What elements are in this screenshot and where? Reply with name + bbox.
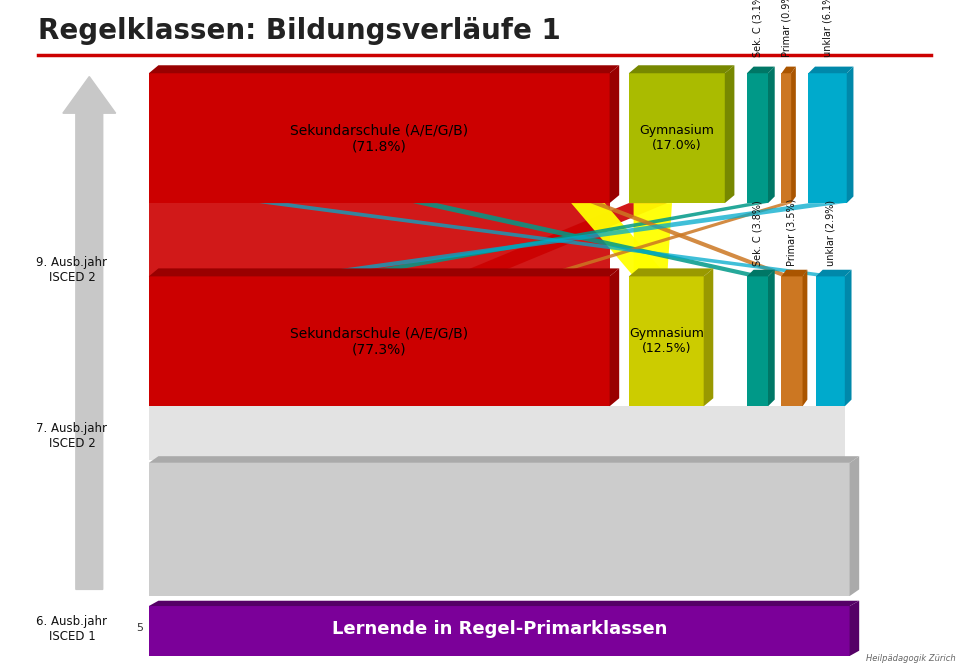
- Polygon shape: [288, 203, 845, 276]
- Polygon shape: [808, 67, 853, 73]
- Polygon shape: [781, 67, 796, 73]
- Polygon shape: [336, 203, 767, 276]
- Polygon shape: [259, 203, 844, 276]
- Bar: [781, 276, 803, 406]
- Bar: [629, 73, 725, 203]
- Text: Lernende in Regel-Primarklassen: Lernende in Regel-Primarklassen: [331, 620, 667, 638]
- Polygon shape: [845, 270, 852, 406]
- Text: 7. Ausb.jahr
ISCED 2: 7. Ausb.jahr ISCED 2: [36, 422, 108, 450]
- Polygon shape: [629, 65, 734, 73]
- Polygon shape: [704, 268, 713, 406]
- Text: unklar (2.9%): unklar (2.9%): [826, 200, 835, 266]
- Bar: [149, 463, 850, 596]
- Polygon shape: [747, 67, 775, 73]
- Text: 6. Ausb.jahr
ISCED 1: 6. Ausb.jahr ISCED 1: [36, 615, 108, 643]
- Polygon shape: [571, 203, 667, 276]
- Polygon shape: [747, 270, 775, 276]
- Polygon shape: [149, 456, 859, 463]
- Bar: [149, 276, 610, 406]
- Polygon shape: [629, 268, 713, 276]
- Polygon shape: [634, 203, 672, 276]
- Polygon shape: [781, 270, 807, 276]
- Bar: [149, 73, 610, 203]
- Polygon shape: [590, 203, 793, 276]
- Polygon shape: [149, 268, 619, 276]
- Polygon shape: [149, 203, 610, 276]
- Polygon shape: [725, 65, 734, 203]
- Polygon shape: [610, 268, 619, 406]
- Text: Regelklassen: Bildungsverläufe 1: Regelklassen: Bildungsverläufe 1: [38, 17, 562, 45]
- Polygon shape: [847, 67, 853, 203]
- Bar: [816, 276, 845, 406]
- Text: unklar (6.1%): unklar (6.1%): [823, 0, 832, 57]
- Polygon shape: [850, 456, 859, 596]
- Polygon shape: [803, 270, 807, 406]
- Text: Gymnasium
(17.0%): Gymnasium (17.0%): [639, 124, 714, 153]
- Text: Heilpädagogik Zürich: Heilpädagogik Zürich: [866, 653, 955, 663]
- Polygon shape: [538, 203, 792, 276]
- Bar: [781, 73, 791, 203]
- FancyArrow shape: [63, 77, 115, 589]
- Text: 5: 5: [135, 623, 143, 633]
- Bar: [149, 606, 850, 656]
- Text: Sekundarschule (A/E/G/B)
(77.3%): Sekundarschule (A/E/G/B) (77.3%): [290, 326, 468, 356]
- Polygon shape: [791, 67, 796, 203]
- Polygon shape: [816, 270, 852, 276]
- Text: 9. Ausb.jahr
ISCED 2: 9. Ausb.jahr ISCED 2: [36, 256, 108, 284]
- Text: Sek. C (3.8%): Sek. C (3.8%): [753, 200, 762, 266]
- Bar: [747, 73, 768, 203]
- Polygon shape: [413, 203, 767, 276]
- Text: Primar (0.9%): Primar (0.9%): [781, 0, 791, 57]
- Text: Sek. C (3.1%): Sek. C (3.1%): [753, 0, 762, 57]
- Bar: [629, 276, 704, 406]
- Bar: [747, 276, 768, 406]
- Polygon shape: [610, 65, 619, 203]
- Polygon shape: [149, 406, 845, 460]
- Text: Gymnasium
(12.5%): Gymnasium (12.5%): [629, 327, 704, 356]
- Polygon shape: [149, 65, 619, 73]
- Polygon shape: [768, 270, 775, 406]
- Text: Sekundarschule (A/E/G/B)
(71.8%): Sekundarschule (A/E/G/B) (71.8%): [290, 123, 468, 153]
- Bar: [808, 73, 847, 203]
- Polygon shape: [850, 601, 859, 656]
- Polygon shape: [149, 601, 859, 606]
- Text: Primar (3.5%): Primar (3.5%): [787, 199, 797, 266]
- Polygon shape: [768, 67, 775, 203]
- Polygon shape: [451, 203, 667, 276]
